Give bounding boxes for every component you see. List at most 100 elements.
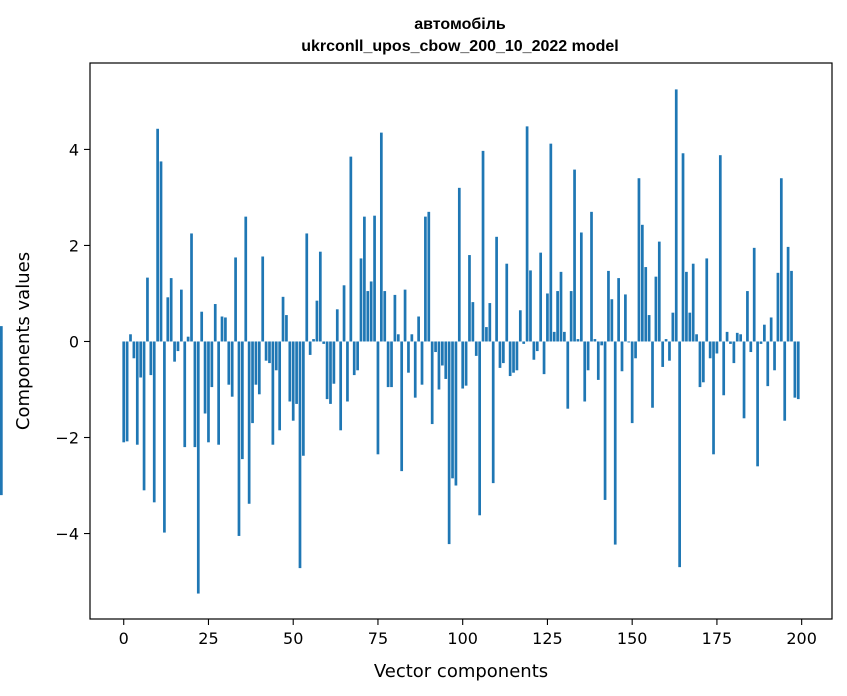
bar-series (0, 89, 800, 594)
bar (427, 211, 431, 342)
bar (749, 341, 753, 353)
bar (373, 215, 376, 342)
bar (512, 341, 515, 373)
bar (566, 341, 570, 409)
bar (156, 128, 159, 342)
bar (444, 341, 448, 379)
bar (583, 341, 587, 402)
bar (430, 341, 434, 425)
x-tick-label: 175 (702, 629, 733, 648)
bar (274, 341, 278, 371)
bar (332, 341, 336, 384)
bar (335, 309, 339, 342)
bar (756, 341, 759, 467)
bar (417, 316, 420, 342)
bar (729, 341, 732, 344)
bar (600, 341, 604, 346)
bar (302, 341, 305, 456)
bar (166, 297, 170, 342)
bar (193, 341, 197, 448)
bar (637, 178, 641, 342)
bar (590, 211, 593, 342)
bar (186, 336, 190, 342)
y-axis-label: Components values (13, 252, 34, 430)
bar (390, 341, 393, 388)
bar (454, 341, 458, 486)
bar (640, 224, 644, 342)
x-tick-label: 0 (119, 629, 129, 648)
bar (702, 341, 705, 383)
bar (763, 324, 766, 342)
bar (251, 341, 254, 424)
bar (196, 341, 200, 594)
bar (576, 339, 580, 342)
bar (535, 341, 539, 352)
bar (393, 294, 397, 342)
bar (542, 341, 546, 375)
bar (281, 296, 285, 342)
bar (268, 341, 271, 364)
bar (315, 300, 319, 342)
bar (349, 156, 353, 342)
bar (424, 216, 427, 342)
bar (654, 276, 658, 342)
bar (725, 331, 729, 342)
bar (708, 341, 712, 359)
bar (152, 341, 156, 503)
bar (715, 341, 719, 354)
bar (546, 293, 549, 342)
bar (176, 341, 180, 352)
y-axis: −4 −2 0 2 4 (55, 140, 90, 544)
bar (569, 291, 573, 342)
bar (352, 341, 356, 376)
bar (515, 341, 519, 371)
bar (539, 252, 543, 342)
bar (563, 331, 566, 342)
x-axis-label: Vector components (374, 661, 548, 682)
bar (237, 341, 241, 536)
bar (254, 341, 258, 385)
bar (451, 341, 454, 479)
bar (363, 216, 366, 342)
bar (386, 341, 390, 388)
y-tick-label: 2 (69, 236, 79, 255)
bar (661, 341, 665, 367)
bar (485, 327, 488, 342)
bar (498, 341, 502, 368)
bar (227, 341, 231, 385)
bar (705, 258, 709, 342)
bar (549, 143, 553, 342)
bar (159, 161, 163, 342)
bar (698, 341, 702, 388)
y-tick-label: −4 (55, 525, 79, 544)
bar (779, 178, 783, 342)
bar (264, 341, 268, 361)
bar (627, 341, 631, 343)
bar (668, 341, 671, 361)
bar (400, 341, 404, 472)
bar (522, 341, 526, 344)
bar (634, 341, 637, 359)
bar (644, 267, 648, 342)
bar (624, 294, 627, 342)
bar (461, 341, 465, 389)
bar (247, 341, 251, 504)
y-tick-label: 0 (69, 332, 79, 351)
bar (674, 89, 678, 342)
bar (305, 233, 309, 342)
bar (407, 341, 410, 373)
bar (620, 341, 624, 372)
bar (691, 263, 695, 342)
bar (213, 304, 217, 342)
bar (471, 302, 475, 342)
bar (295, 341, 298, 404)
bar (596, 341, 600, 380)
bar (413, 341, 417, 398)
bar (190, 233, 193, 342)
bar (224, 317, 227, 342)
bar (122, 341, 126, 443)
bar (593, 339, 597, 342)
bar (457, 187, 461, 342)
bar (732, 341, 736, 364)
bar (132, 341, 136, 359)
